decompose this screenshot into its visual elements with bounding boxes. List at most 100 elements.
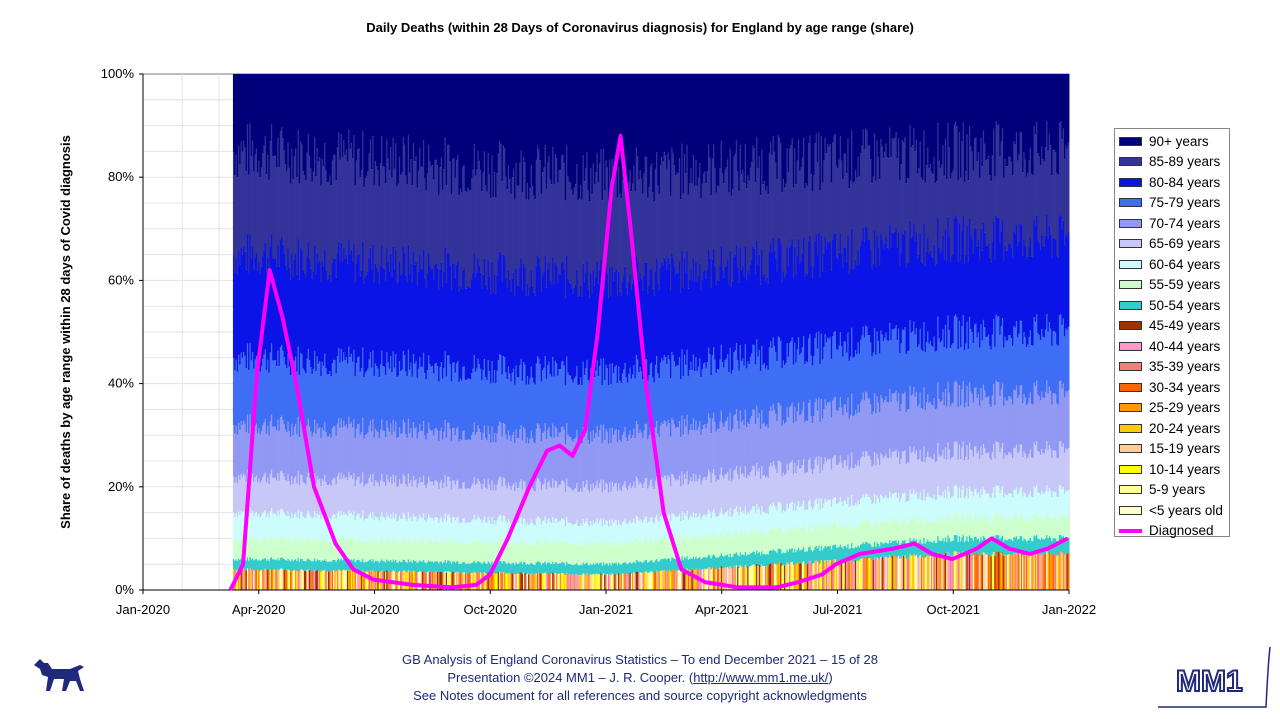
bar-segment xyxy=(593,285,596,378)
bar-segment xyxy=(487,425,490,480)
bar-segment xyxy=(371,482,373,518)
bar-segment xyxy=(382,366,385,431)
bar-segment xyxy=(464,522,467,545)
bar-segment xyxy=(813,416,815,470)
bar-segment xyxy=(796,349,799,412)
bar-segment xyxy=(630,543,633,564)
bar-segment xyxy=(477,150,480,259)
bar-segment xyxy=(833,455,836,498)
bar-segment xyxy=(661,537,663,559)
bar-segment xyxy=(634,488,637,524)
bar-segment xyxy=(816,348,819,411)
bar-segment xyxy=(305,74,307,181)
bar-segment xyxy=(390,253,392,357)
bar-segment xyxy=(282,350,285,420)
bar-segment xyxy=(405,175,407,276)
bar-segment xyxy=(742,74,744,170)
bar-segment xyxy=(344,570,347,590)
bar-segment xyxy=(284,264,287,365)
bar-segment xyxy=(373,562,376,573)
bar-segment xyxy=(514,574,516,590)
bar-segment xyxy=(685,479,687,517)
bar-segment xyxy=(462,541,464,563)
bar-segment xyxy=(654,271,657,366)
bar-segment xyxy=(433,485,435,521)
bar-segment xyxy=(752,409,754,466)
bar-segment xyxy=(496,370,499,434)
bar-segment xyxy=(824,545,827,561)
bar-segment xyxy=(502,145,505,255)
bar-segment xyxy=(414,571,416,590)
bar-segment xyxy=(462,482,464,519)
bar-segment xyxy=(818,74,820,133)
bar-segment xyxy=(785,74,787,184)
bar-segment xyxy=(620,564,623,575)
bar-segment xyxy=(387,74,390,159)
bar-segment xyxy=(360,432,363,483)
bar-segment xyxy=(728,480,730,517)
bar-segment xyxy=(315,176,317,275)
bar-segment xyxy=(647,439,649,489)
bar-segment xyxy=(549,74,552,180)
bar-segment xyxy=(325,570,328,590)
bar-segment xyxy=(842,74,844,180)
bar-segment xyxy=(314,137,316,246)
bar-segment xyxy=(616,197,619,296)
bar-segment xyxy=(611,562,614,574)
bar-segment xyxy=(581,385,583,444)
bar-segment xyxy=(813,74,815,176)
bar-segment xyxy=(376,267,378,367)
bar-segment xyxy=(842,468,844,506)
bar-segment xyxy=(538,424,540,480)
bar-segment xyxy=(816,162,819,257)
bar-segment xyxy=(763,553,766,567)
bar-segment xyxy=(847,235,849,333)
bar-segment xyxy=(808,241,810,339)
bar-segment xyxy=(569,74,572,183)
bar-segment xyxy=(738,190,741,283)
bar-segment xyxy=(825,526,828,548)
bar-segment xyxy=(814,338,817,403)
bar-segment xyxy=(436,541,439,562)
bar-segment xyxy=(390,560,392,571)
bar-segment xyxy=(677,570,680,590)
bar-segment xyxy=(359,561,362,572)
bar-segment xyxy=(312,570,315,590)
bar-segment xyxy=(526,74,529,184)
bar-segment xyxy=(620,295,623,384)
bar-segment xyxy=(767,283,770,371)
bar-segment xyxy=(605,74,608,161)
bar-segment xyxy=(649,74,652,166)
bar-segment xyxy=(553,184,556,285)
bar-segment xyxy=(533,490,535,525)
bar-segment xyxy=(393,541,396,562)
bar-segment xyxy=(259,434,262,484)
bar-segment xyxy=(273,258,276,361)
bar-segment xyxy=(767,74,770,195)
bar-segment xyxy=(667,355,670,421)
bar-segment xyxy=(381,473,383,513)
bar-segment xyxy=(652,74,654,193)
bar-segment xyxy=(848,470,851,508)
bar-segment xyxy=(534,564,537,575)
bar-segment xyxy=(535,266,538,364)
bar-segment xyxy=(688,538,691,559)
bar-segment xyxy=(557,487,559,523)
bar-segment xyxy=(668,423,671,478)
bar-segment xyxy=(319,157,321,261)
bar-segment xyxy=(563,519,566,542)
bar-segment xyxy=(329,561,331,572)
bar-segment xyxy=(572,564,575,575)
bar-segment xyxy=(554,540,557,563)
bar-segment xyxy=(823,547,825,562)
bar-segment xyxy=(540,564,543,575)
bar-segment xyxy=(838,345,841,408)
bar-segment xyxy=(398,539,401,561)
bar-segment xyxy=(618,520,620,542)
bar-segment xyxy=(786,562,789,590)
bar-segment xyxy=(790,74,792,146)
bar-segment xyxy=(249,557,252,569)
bar-segment xyxy=(607,200,610,298)
bar-segment xyxy=(249,74,252,124)
bar-segment xyxy=(735,506,738,531)
